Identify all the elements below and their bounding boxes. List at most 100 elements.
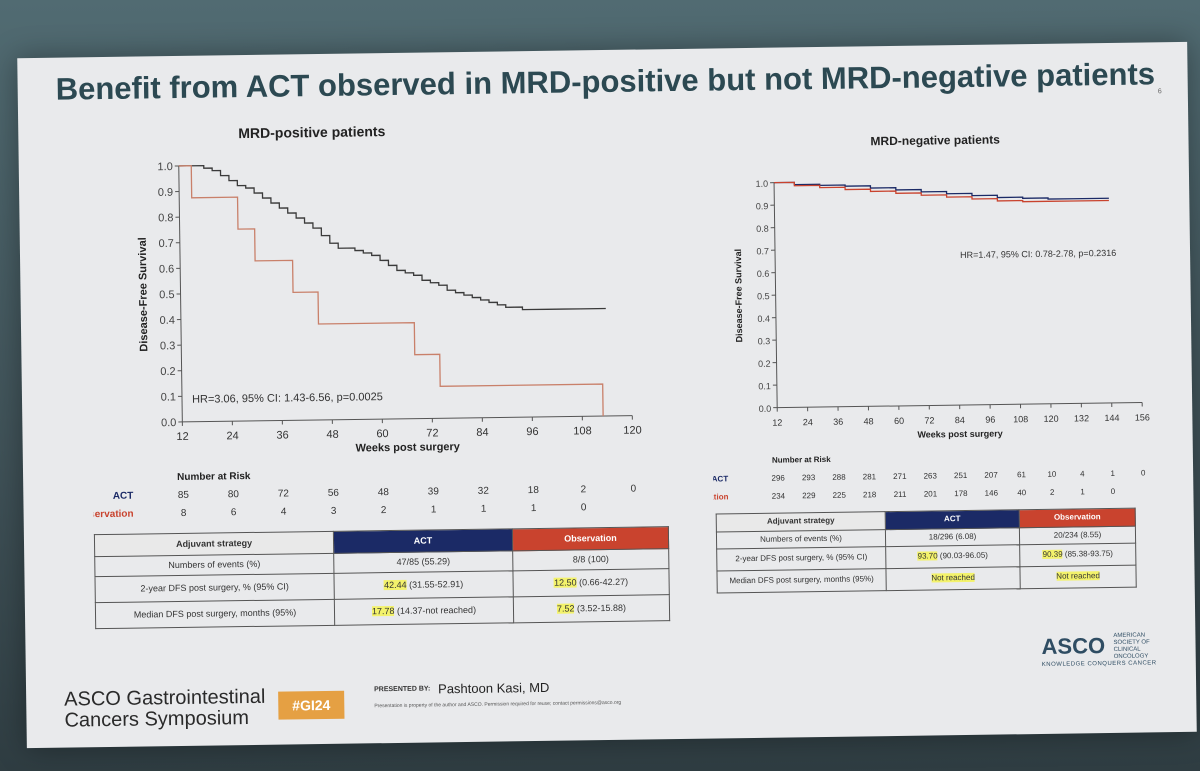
y-axis-label: Disease-Free Survival bbox=[137, 237, 151, 352]
x-tick-label: 60 bbox=[894, 416, 904, 426]
x-tick-label: 48 bbox=[326, 429, 338, 441]
risk-count: 1 bbox=[1080, 487, 1085, 496]
x-tick-label: 96 bbox=[985, 415, 995, 425]
act-value: 18/296 (6.08) bbox=[885, 527, 1020, 547]
obs-highlight: 7.52 bbox=[556, 603, 575, 614]
y-tick-label: 0.0 bbox=[161, 417, 176, 429]
chart-title-mrd-positive: MRD-positive patients bbox=[238, 123, 386, 142]
y-tick-label: 0.1 bbox=[161, 391, 176, 403]
risk-count: 0 bbox=[581, 502, 587, 513]
risk-count: 271 bbox=[893, 472, 907, 481]
risk-count: 0 bbox=[630, 484, 636, 495]
obs-ci: (0.66-42.27) bbox=[579, 576, 629, 587]
risk-count: 281 bbox=[863, 472, 877, 481]
risk-count: 288 bbox=[832, 473, 846, 482]
obs-value: 8/8 (100) bbox=[512, 548, 669, 571]
act-value: 47/85 (55.29) bbox=[333, 550, 513, 574]
risk-count: 6 bbox=[231, 507, 237, 518]
summary-table-mrd-positive: Adjuvant strategy ACT Observation Number… bbox=[94, 526, 670, 629]
row-label: Median DFS post surgery, months (95%) bbox=[95, 599, 335, 629]
asco-logo-small: AMERICAN SOCIETY OF CLINICAL ONCOLOGY bbox=[1113, 632, 1150, 660]
risk-row-label: Observation bbox=[88, 509, 133, 521]
x-tick-label: 72 bbox=[426, 427, 438, 439]
series-line-act bbox=[774, 181, 1109, 200]
symposium-logo-line2: Cancers Symposium bbox=[64, 707, 250, 732]
risk-count: 4 bbox=[281, 506, 287, 517]
y-tick-label: 0.2 bbox=[160, 366, 175, 378]
risk-count: 48 bbox=[378, 487, 390, 498]
x-tick-label: 48 bbox=[864, 416, 874, 426]
risk-count: 263 bbox=[924, 471, 938, 480]
y-tick-label: 0.1 bbox=[758, 381, 771, 391]
act-highlight: Not reached bbox=[931, 572, 975, 583]
risk-count: 0 bbox=[1141, 468, 1146, 477]
risk-count: 0 bbox=[1111, 487, 1116, 496]
obs-highlight: Not reached bbox=[1056, 571, 1100, 581]
risk-count: 85 bbox=[178, 490, 190, 501]
obs-ci: (85.38-93.75) bbox=[1064, 549, 1113, 559]
x-tick-label: 36 bbox=[833, 417, 843, 427]
chart-title-mrd-negative: MRD-negative patients bbox=[870, 132, 1000, 149]
risk-count: 80 bbox=[228, 489, 240, 500]
risk-count: 2 bbox=[580, 484, 586, 495]
page-number: 6 bbox=[1157, 88, 1162, 96]
risk-count: 211 bbox=[894, 490, 907, 499]
risk-count: 229 bbox=[802, 491, 816, 500]
asco-tagline: KNOWLEDGE CONQUERS CANCER bbox=[1041, 660, 1157, 668]
risk-count: 40 bbox=[1017, 488, 1027, 497]
y-tick-label: 0.5 bbox=[757, 291, 770, 301]
hashtag-badge: #GI24 bbox=[278, 690, 345, 720]
row-label: 2-year DFS post surgery, % (95% CI) bbox=[94, 573, 335, 603]
x-tick-label: 72 bbox=[924, 415, 934, 425]
obs-value: Not reached bbox=[1019, 565, 1137, 589]
y-tick-label: 0.3 bbox=[160, 340, 175, 352]
series-line-observation bbox=[178, 165, 604, 417]
act-ci: (31.55-52.91) bbox=[409, 578, 464, 590]
risk-count: 201 bbox=[924, 489, 938, 498]
row-label: 2-year DFS post surgery, % (95% CI) bbox=[716, 546, 886, 571]
x-axis-label: Weeks post surgery bbox=[355, 441, 460, 454]
y-tick-label: 0.2 bbox=[758, 359, 771, 369]
risk-count: 178 bbox=[954, 489, 968, 498]
y-tick-label: 0.7 bbox=[158, 238, 173, 250]
obs-value: 90.39 (85.38-93.75) bbox=[1019, 543, 1136, 567]
act-value: Not reached bbox=[885, 566, 1021, 591]
slide-title: Benefit from ACT observed in MRD-positiv… bbox=[55, 56, 1156, 107]
y-tick-label: 0.3 bbox=[758, 336, 771, 346]
obs-value: 12.50 (0.66-42.27) bbox=[512, 568, 670, 597]
obs-highlight: 12.50 bbox=[553, 576, 577, 588]
y-tick-label: 0.6 bbox=[757, 269, 770, 279]
x-tick-label: 12 bbox=[772, 418, 782, 428]
x-tick-label: 144 bbox=[1104, 413, 1119, 423]
risk-count: 1 bbox=[431, 504, 437, 515]
risk-row-label: ACT bbox=[712, 474, 729, 483]
x-tick-label: 60 bbox=[376, 428, 388, 440]
row-label: Median DFS post surgery, months (95%) bbox=[716, 568, 887, 593]
table-header-observation: Observation bbox=[1019, 508, 1136, 528]
x-axis-line bbox=[182, 415, 633, 423]
summary-table-mrd-negative: Adjuvant strategy ACT Observation Number… bbox=[716, 508, 1137, 594]
x-tick-label: 120 bbox=[623, 425, 642, 437]
disclaimer-text: Presentation is property of the author a… bbox=[374, 699, 622, 710]
risk-count: 218 bbox=[863, 490, 877, 499]
table-row: Median DFS post surgery, months (95%) No… bbox=[716, 565, 1137, 593]
risk-count: 207 bbox=[984, 471, 998, 480]
y-tick-label: 0.6 bbox=[159, 263, 174, 275]
y-tick-label: 0.4 bbox=[757, 314, 770, 324]
risk-count: 18 bbox=[528, 485, 540, 496]
risk-count: 2 bbox=[381, 505, 387, 516]
risk-count: 3 bbox=[331, 506, 337, 517]
y-axis-label: Disease-Free Survival bbox=[733, 249, 744, 343]
x-tick-label: 108 bbox=[573, 425, 592, 437]
risk-count: 4 bbox=[1080, 469, 1085, 478]
y-tick-label: 1.0 bbox=[755, 179, 768, 189]
obs-value: 20/234 (8.55) bbox=[1019, 526, 1136, 545]
act-value: 93.70 (90.03-96.05) bbox=[885, 544, 1020, 569]
obs-value: 7.52 (3.52-15.88) bbox=[513, 594, 670, 623]
series-line-observation bbox=[774, 181, 1109, 203]
x-tick-label: 108 bbox=[1013, 414, 1028, 424]
act-highlight: 93.70 bbox=[917, 551, 938, 561]
y-tick-label: 0.8 bbox=[158, 212, 173, 224]
risk-count: 56 bbox=[328, 488, 340, 499]
